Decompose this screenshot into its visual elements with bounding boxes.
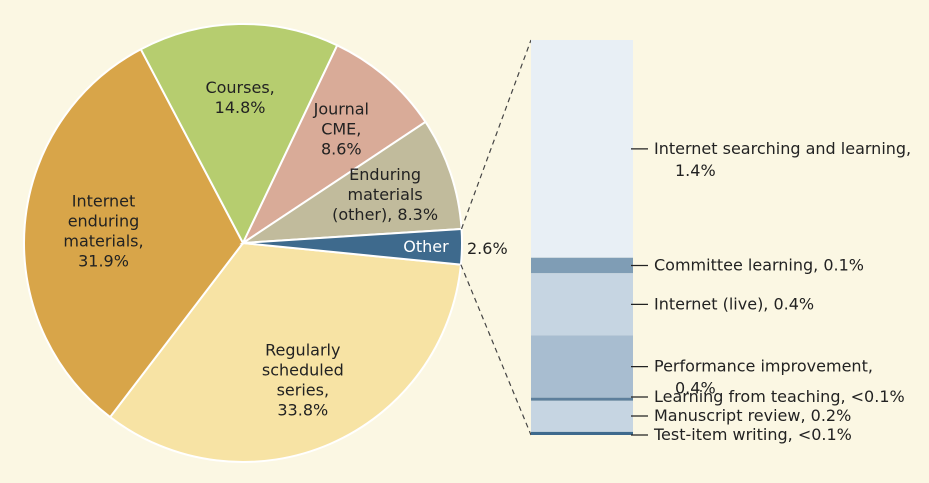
connector-bottom	[460, 264, 532, 436]
bar-segment-committee-learning-0-1	[531, 257, 633, 274]
breakdown-label-line: Committee learning, 0.1%	[654, 256, 864, 275]
slice-label-line: CME,	[321, 120, 361, 139]
pie-slice-enduring-materials-other-label: Enduring materials (other), 8.3%	[332, 165, 438, 224]
breakdown-label-line: Internet (live), 0.4%	[654, 294, 814, 313]
slice-label-line: 31.9%	[78, 251, 129, 270]
pie-slice-regularly-scheduled-series-label: Regularly scheduled series, 33.8%	[262, 341, 344, 420]
slice-label-line: scheduled	[262, 361, 344, 380]
bar-segment-internet-searching-and-learning	[531, 40, 633, 258]
breakdown-label-line: Internet searching and learning,	[654, 139, 911, 158]
breakdown-label-line: Learning from teaching, <0.1%	[654, 387, 905, 406]
bar-segment-internet-live-0-4	[531, 273, 633, 336]
slice-label-line: (other), 8.3%	[332, 205, 438, 224]
pie-chart: Regularly scheduled series, 33.8% Internet en…	[23, 23, 463, 463]
breakdown-label-line: 0.4%	[675, 379, 716, 398]
breakdown-stacked-bar: Internet searching and learning, 1.4% Comm…	[531, 40, 911, 444]
breakdown-label-line: Manuscript review, 0.2%	[654, 406, 851, 425]
breakdown-label-line: 1.4%	[675, 161, 716, 180]
slice-label-line: Enduring	[349, 165, 421, 184]
bar-segment-learning-from-teaching-0-1	[531, 397, 633, 401]
slice-label-line: Journal	[313, 100, 369, 119]
bar-segment-manuscript-review-0-2	[531, 400, 633, 432]
connector-top	[460, 39, 532, 230]
pie-slice-other	[242, 227, 463, 266]
slice-label-line: Other	[403, 237, 449, 256]
slice-label-line: enduring	[68, 211, 140, 230]
pie-slice-journal-cme-label: Journal CME, 8.6%	[313, 100, 369, 159]
bar-segment-test-item-writing-0-1	[531, 431, 633, 435]
slice-label-line: Regularly	[265, 341, 340, 360]
pie-slice-courses-label: Courses, 14.8%	[205, 78, 274, 117]
breakdown-label-manuscript-review-0-2: Manuscript review, 0.2%	[654, 406, 851, 425]
breakdown-connectors	[460, 39, 532, 436]
breakdown-label-internet-live-0-4: Internet (live), 0.4%	[654, 294, 814, 313]
breakdown-label-performance-improvement: Performance improvement, 0.4%	[654, 357, 873, 398]
slice-label-line: 8.6%	[321, 140, 362, 159]
breakdown-label-learning-from-teaching-0-1: Learning from teaching, <0.1%	[654, 387, 905, 406]
slice-label-line: series,	[277, 381, 329, 400]
slice-label-line: materials,	[63, 231, 143, 250]
slice-label-line: 33.8%	[277, 401, 328, 420]
slice-label-line: 14.8%	[215, 98, 266, 117]
pie-slice-internet-enduring-materials-label: Internet enduring materials, 31.9%	[63, 191, 143, 270]
breakdown-label-internet-searching-and-learning: Internet searching and learning, 1.4%	[654, 139, 911, 180]
pie-slice-journal-cme	[240, 43, 427, 246]
pie-slice-enduring-materials-other	[239, 120, 463, 245]
slice-label-line: Courses,	[205, 78, 274, 97]
pie-slice-other-label: Other	[403, 237, 449, 256]
slice-label-line: materials	[348, 185, 423, 204]
bar-segment-performance-improvement	[531, 335, 633, 398]
slice-label-line: Internet	[72, 191, 136, 210]
breakdown-label-committee-learning-0-1: Committee learning, 0.1%	[654, 256, 864, 275]
other-total-label: 2.6%	[467, 239, 508, 258]
breakdown-label-test-item-writing-0-1: Test-item writing, <0.1%	[653, 425, 852, 444]
pie-slice-regularly-scheduled-series	[108, 241, 463, 463]
pie-slice-courses	[139, 23, 339, 246]
breakdown-label-line: Performance improvement,	[654, 357, 873, 376]
breakdown-label-line: Test-item writing, <0.1%	[653, 425, 852, 444]
